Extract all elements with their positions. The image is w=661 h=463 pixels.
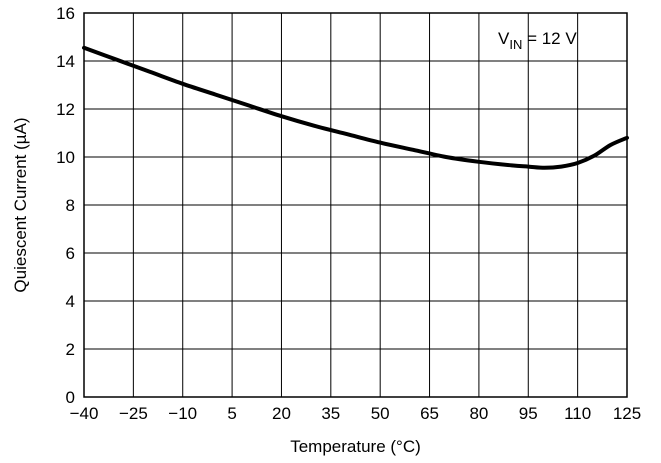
x-tick-label: 20 [272, 404, 291, 423]
y-tick-label: 2 [66, 340, 75, 359]
y-tick-label: 4 [66, 292, 75, 311]
x-tick-label: 125 [613, 404, 641, 423]
x-tick-labels: −40 −25 −10 5 20 35 50 65 80 95 110 125 [70, 404, 642, 423]
x-tick-label: −40 [70, 404, 99, 423]
vin-annotation-subscript: IN [509, 37, 522, 52]
grid-lines [83, 12, 628, 398]
x-axis-label: Temperature (°C) [290, 437, 421, 456]
x-tick-label: 80 [469, 404, 488, 423]
x-tick-label: −25 [119, 404, 148, 423]
y-tick-label: 6 [66, 244, 75, 263]
x-tick-label: 110 [564, 404, 591, 423]
vin-annotation-rest: = 12 V [522, 29, 577, 48]
x-tick-label: 5 [227, 404, 236, 423]
y-tick-label: 12 [56, 100, 75, 119]
y-tick-label: 8 [66, 196, 75, 215]
vin-annotation: VIN = 12 V [498, 29, 577, 52]
plot-frame [83, 12, 628, 398]
series-line-quiescent-current [82, 45, 629, 170]
y-tick-label: 0 [66, 388, 75, 407]
y-tick-label: 16 [56, 4, 75, 23]
x-tick-label: 65 [420, 404, 439, 423]
y-axis-label: Quiescent Current (µA) [11, 117, 30, 292]
x-tick-label: 35 [321, 404, 340, 423]
x-tick-label: 50 [371, 404, 390, 423]
y-tick-label: 14 [56, 52, 75, 71]
y-tick-labels: 0 2 4 6 8 10 12 14 16 [56, 4, 75, 407]
x-tick-label: −10 [168, 404, 197, 423]
x-tick-label: 95 [519, 404, 538, 423]
vin-annotation-main: V [498, 29, 510, 48]
y-tick-label: 10 [56, 148, 75, 167]
